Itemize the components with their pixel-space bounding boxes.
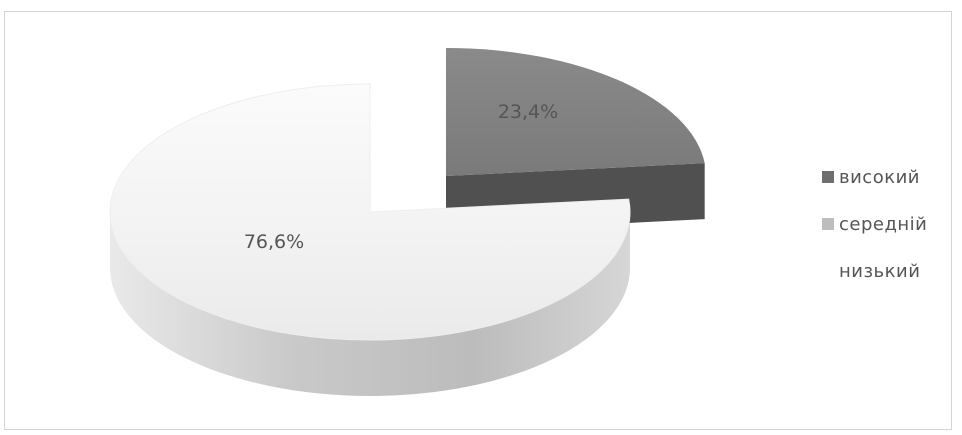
data-label-0: 23,4% xyxy=(498,101,558,123)
pie-slice-0 xyxy=(446,48,705,176)
legend-swatch-1 xyxy=(822,218,834,230)
data-label-1: 76,6% xyxy=(244,231,304,253)
pie-slice-side-1 xyxy=(110,212,630,396)
legend-label-1: середній xyxy=(839,214,927,235)
pie-slice-1 xyxy=(109,83,631,341)
legend-label-0: високий xyxy=(839,167,920,188)
legend-label-2: низький xyxy=(839,261,920,282)
legend-swatch-0 xyxy=(822,171,834,183)
